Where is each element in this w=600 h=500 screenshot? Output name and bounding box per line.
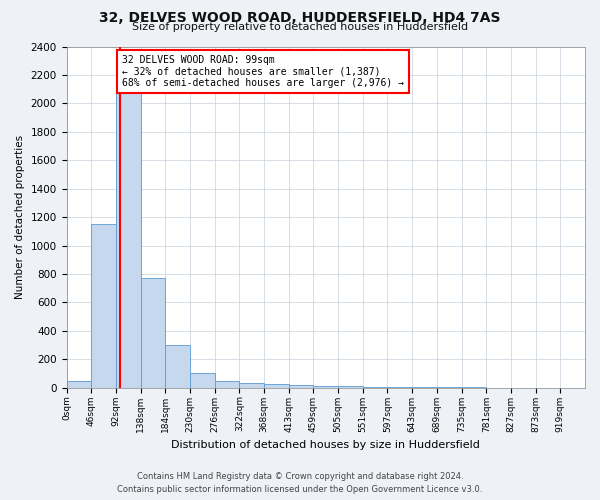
Bar (190, 374, 215, 388)
Bar (239, 384, 264, 388)
Text: 32 DELVES WOOD ROAD: 99sqm
← 32% of detached houses are smaller (1,387)
68% of s: 32 DELVES WOOD ROAD: 99sqm ← 32% of deta… (122, 55, 404, 88)
Bar (91, 224, 116, 388)
Bar (165, 345, 190, 388)
X-axis label: Distribution of detached houses by size in Huddersfield: Distribution of detached houses by size … (172, 440, 480, 450)
Bar (264, 384, 289, 388)
Bar (313, 386, 338, 388)
Bar (67, 380, 91, 388)
Bar (363, 386, 388, 388)
Text: Size of property relative to detached houses in Huddersfield: Size of property relative to detached ho… (132, 22, 468, 32)
Bar (140, 278, 165, 388)
Text: 32, DELVES WOOD ROAD, HUDDERSFIELD, HD4 7AS: 32, DELVES WOOD ROAD, HUDDERSFIELD, HD4 … (99, 12, 501, 26)
Bar (116, 82, 140, 388)
Bar (388, 387, 412, 388)
Bar (338, 386, 363, 388)
Y-axis label: Number of detached properties: Number of detached properties (15, 135, 25, 299)
Bar (289, 385, 313, 388)
Bar (215, 380, 239, 388)
Text: Contains HM Land Registry data © Crown copyright and database right 2024.
Contai: Contains HM Land Registry data © Crown c… (118, 472, 482, 494)
